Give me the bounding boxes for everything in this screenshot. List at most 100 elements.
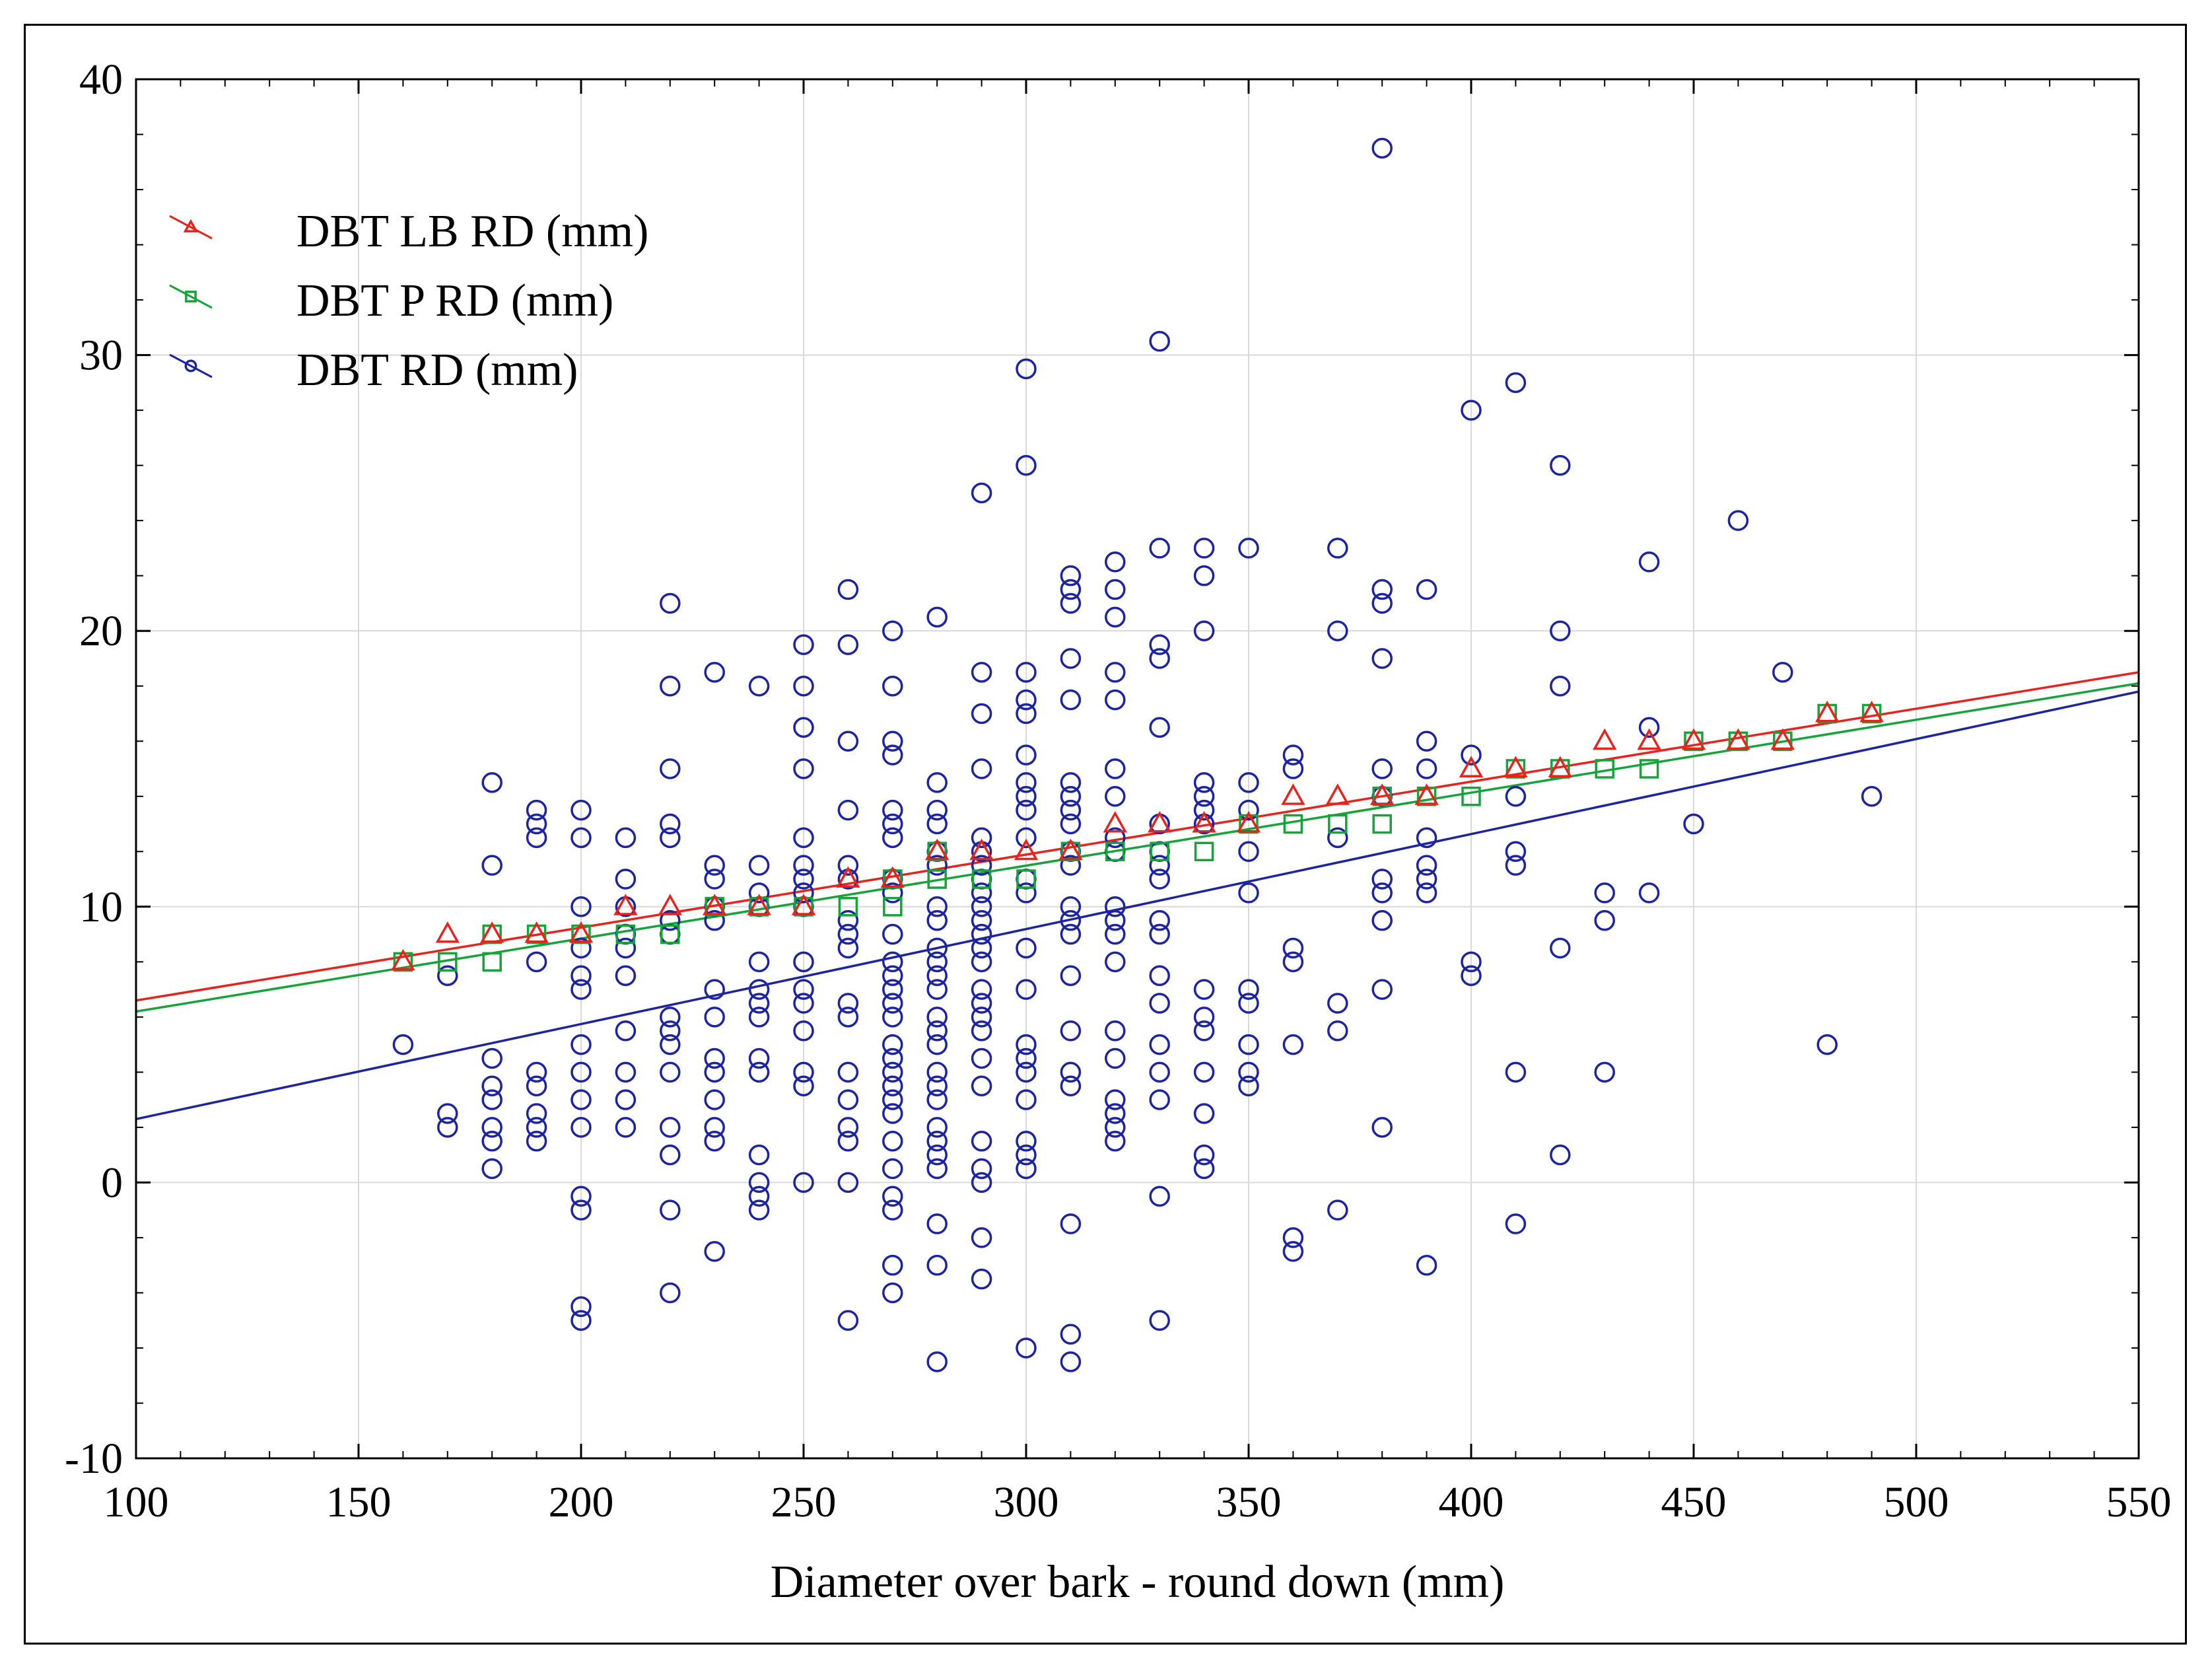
rd-point — [1371, 882, 1393, 904]
rd-point — [1416, 730, 1437, 752]
rd-point — [926, 1034, 948, 1055]
legend-item-p: DBT P RD (mm) — [169, 275, 613, 326]
rd-point — [1550, 620, 1571, 641]
rd-point — [971, 1268, 992, 1290]
rd-point — [1638, 882, 1660, 904]
lb-point — [1459, 756, 1484, 777]
p-point — [1283, 814, 1303, 834]
rd-point — [1238, 1075, 1259, 1096]
lb-point — [747, 894, 771, 915]
rd-point — [882, 1131, 903, 1152]
rd-point — [1016, 827, 1037, 849]
x-tick-label: 500 — [1884, 1478, 1949, 1526]
x-tick-label: 100 — [104, 1478, 169, 1526]
rd-point — [1238, 993, 1259, 1014]
rd-point — [1016, 1131, 1037, 1152]
rd-point — [1060, 1020, 1082, 1042]
legend: DBT LB RD (mm) DBT P RD (mm) DBT RD (mm) — [169, 206, 648, 396]
rd-point — [704, 1061, 725, 1083]
rd-point — [837, 1131, 859, 1152]
rd-point — [1016, 358, 1037, 380]
rd-point — [793, 993, 814, 1014]
rd-point — [748, 1048, 770, 1069]
rd-point — [926, 1007, 948, 1028]
rd-point — [837, 799, 859, 821]
rd-point — [660, 1020, 681, 1042]
x-tick-label: 400 — [1439, 1478, 1504, 1526]
rd-point — [1816, 1034, 1838, 1055]
rd-point — [926, 1089, 948, 1110]
legend-marker-rd — [184, 359, 197, 373]
rd-point — [1193, 1103, 1215, 1124]
rd-point — [1105, 689, 1126, 711]
trend-lines — [136, 671, 2139, 1121]
rd-point — [793, 979, 814, 1000]
rd-point — [971, 1007, 992, 1028]
lb-point — [925, 838, 950, 861]
rd-point — [971, 1020, 992, 1042]
rd-point — [704, 855, 725, 876]
rd-point — [481, 1089, 502, 1110]
rd-point — [1594, 882, 1615, 904]
rd-point — [704, 909, 725, 931]
lb-series — [391, 700, 1884, 971]
rd-point — [1149, 1089, 1170, 1110]
p-point — [1194, 841, 1214, 862]
rd-point — [793, 634, 814, 655]
rd-point — [1238, 538, 1259, 559]
rd-point — [481, 1117, 502, 1138]
rd-point — [1060, 1213, 1082, 1234]
rd-point — [882, 813, 903, 835]
rd-point — [1238, 772, 1259, 793]
rd-point — [1149, 1186, 1170, 1207]
rd-point — [1016, 979, 1037, 1000]
rd-point — [793, 1172, 814, 1193]
lb-point — [613, 894, 638, 915]
lb-point — [1281, 783, 1305, 805]
rd-point — [1016, 689, 1037, 711]
rd-point — [1193, 1007, 1215, 1028]
rd-point — [570, 1186, 592, 1207]
rd-point — [837, 634, 859, 655]
p-series — [393, 703, 1882, 972]
rd-point — [1327, 538, 1348, 559]
rd-point — [1149, 538, 1170, 559]
rd-point — [926, 1020, 948, 1042]
rd-point — [1105, 1048, 1126, 1069]
rd-point — [1149, 1034, 1170, 1055]
rd-point — [1016, 1337, 1037, 1359]
rd-point — [660, 923, 681, 945]
rd-point — [660, 1117, 681, 1138]
rd-point — [971, 1048, 992, 1069]
rd-point — [1238, 799, 1259, 821]
x-axis-title: Diameter over bark - round down (mm) — [771, 1557, 1505, 1608]
rd-point — [837, 1007, 859, 1028]
rd-point — [882, 620, 903, 641]
rd-point — [1683, 813, 1704, 835]
rd-point — [570, 1061, 592, 1083]
rd-point — [526, 951, 547, 973]
rd-point — [704, 1117, 725, 1138]
rd-point — [1105, 909, 1126, 931]
rd-point — [1416, 758, 1437, 779]
p-point — [438, 952, 458, 972]
rd-point — [971, 855, 992, 876]
rd-point — [1371, 758, 1393, 779]
rd-point — [570, 937, 592, 959]
rd-point — [570, 965, 592, 986]
rd-point — [1371, 137, 1393, 159]
rd-point — [1060, 909, 1082, 931]
lb-point — [658, 894, 682, 915]
rd-point — [1016, 1158, 1037, 1180]
rd-point — [837, 937, 859, 959]
p-point — [615, 924, 636, 944]
rd-point — [882, 882, 903, 904]
rd-point — [1327, 620, 1348, 641]
rd-point — [1149, 869, 1170, 890]
rd-point — [1060, 1351, 1082, 1372]
rd-point — [1282, 1034, 1304, 1055]
rd-point — [1505, 786, 1527, 807]
rd-point — [1371, 909, 1393, 931]
rd-point — [837, 1117, 859, 1138]
lb-point — [1325, 783, 1350, 805]
